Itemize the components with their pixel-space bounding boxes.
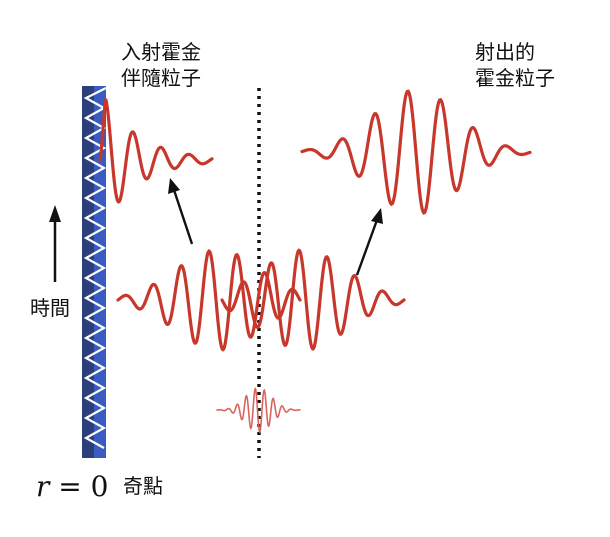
time-arrow <box>49 205 61 282</box>
pair-wave-left <box>116 249 302 352</box>
singularity-label: 奇點 <box>123 474 163 498</box>
singularity-zigzag <box>83 87 107 449</box>
r-equals: = 0 <box>49 470 109 503</box>
r-equals-zero-label: r = 0 <box>36 470 108 503</box>
infalling-label-line2: 伴隨粒子 <box>121 66 201 90</box>
pair-wave-right <box>220 248 406 351</box>
initial-small-wave <box>216 387 301 434</box>
arrow-to-infalling <box>168 178 194 245</box>
arrow-to-outgoing <box>355 208 383 276</box>
r-variable: r <box>36 470 50 503</box>
outgoing-hawking-wave <box>300 89 532 215</box>
time-label: 時間 <box>30 296 70 320</box>
infalling-label-line1: 入射霍金 <box>121 40 201 64</box>
infalling-partner-wave <box>98 98 214 204</box>
outgoing-label-line2: 霍金粒子 <box>475 66 555 90</box>
outgoing-label-line1: 射出的 <box>475 40 535 64</box>
